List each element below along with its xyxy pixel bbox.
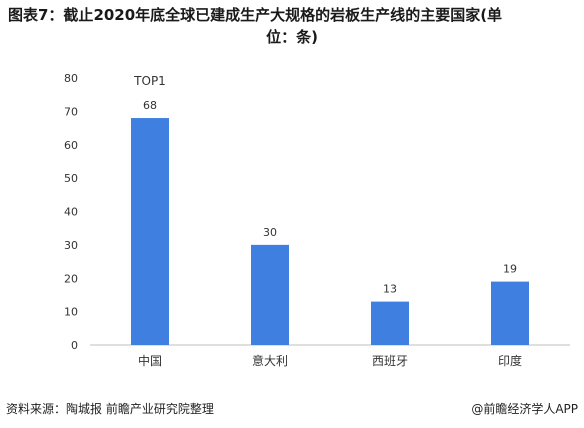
- chart-title: 图表7：截止2020年底全球已建成生产大规格的岩板生产线的主要国家(单 位：条): [8, 4, 576, 48]
- top1-annotation: TOP1: [133, 74, 166, 88]
- y-tick-label: 0: [71, 339, 78, 352]
- x-tick-label: 印度: [498, 353, 522, 368]
- bar-chart: 0 10 20 30 40 50 60 70 80 68 中国 TOP1 30 意大利 13 西班牙 19 印度: [64, 72, 570, 368]
- y-tick-label: 30: [64, 239, 78, 252]
- bar: [491, 281, 529, 345]
- chart-title-line1: 图表7：截止2020年底全球已建成生产大规格的岩板生产线的主要国家(单: [8, 6, 503, 24]
- chart-title-line2: 位：条): [266, 28, 318, 46]
- bar: [371, 301, 409, 345]
- brand-credit: @前瞻经济学人APP: [471, 402, 578, 416]
- bar: [251, 244, 289, 345]
- data-label: 19: [503, 263, 517, 276]
- bar: [131, 118, 169, 345]
- y-tick-label: 50: [64, 172, 78, 185]
- y-tick-label: 10: [64, 306, 78, 319]
- data-label: 13: [383, 283, 397, 296]
- footer: 资料来源：陶城报 前瞻产业研究院整理 @前瞻经济学人APP: [6, 400, 578, 417]
- source-note: 资料来源：陶城报 前瞻产业研究院整理: [6, 402, 214, 416]
- x-tick-label: 西班牙: [372, 354, 408, 368]
- y-tick-label: 20: [64, 272, 78, 285]
- y-tick-label: 70: [64, 105, 78, 118]
- x-tick-label: 中国: [138, 353, 162, 368]
- data-label: 68: [143, 99, 157, 112]
- x-tick-label: 意大利: [252, 353, 288, 368]
- y-tick-label: 80: [64, 72, 78, 85]
- data-label: 30: [263, 226, 277, 239]
- y-tick-label: 40: [64, 206, 78, 219]
- y-tick-label: 60: [64, 139, 78, 152]
